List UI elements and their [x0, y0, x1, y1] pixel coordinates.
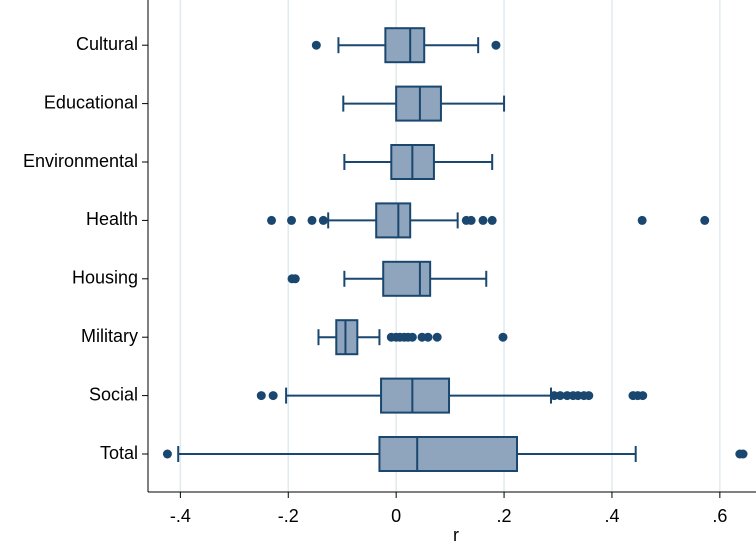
y-tick-label: Total — [100, 443, 138, 463]
y-tick-label: Military — [81, 326, 138, 346]
outlier — [498, 332, 508, 342]
outlier — [432, 332, 442, 342]
outlier — [555, 391, 565, 401]
box — [395, 85, 442, 122]
outlier — [290, 274, 300, 284]
outlier — [267, 215, 277, 225]
outlier — [466, 215, 476, 225]
outlier — [738, 449, 748, 459]
box — [380, 377, 451, 414]
y-tick-label: Housing — [72, 268, 138, 288]
y-tick-label: Cultural — [76, 34, 138, 54]
x-tick-label: -.4 — [170, 506, 191, 526]
outlier — [584, 391, 594, 401]
y-tick-label: Health — [86, 209, 138, 229]
outlier — [162, 449, 172, 459]
outlier — [491, 40, 501, 50]
box — [375, 202, 412, 239]
outlier — [637, 215, 647, 225]
x-tick-label: .6 — [712, 506, 727, 526]
outlier — [287, 215, 297, 225]
y-tick-label: Social — [89, 384, 138, 404]
x-tick-label: .4 — [604, 506, 619, 526]
outlier — [423, 332, 433, 342]
x-tick-label: 0 — [391, 506, 401, 526]
box — [378, 436, 519, 472]
outlier — [256, 391, 266, 401]
outlier — [407, 332, 417, 342]
outlier — [307, 215, 317, 225]
y-tick-label: Educational — [44, 92, 138, 112]
outlier — [487, 215, 497, 225]
outlier — [478, 215, 488, 225]
x-tick-label: .2 — [497, 506, 512, 526]
outlier — [700, 215, 710, 225]
box — [384, 27, 426, 64]
x-axis-label: r — [453, 525, 459, 545]
outlier — [318, 215, 328, 225]
y-tick-label: Environmental — [23, 151, 138, 171]
box — [335, 319, 359, 356]
x-tick-label: -.2 — [278, 506, 299, 526]
outlier — [268, 391, 278, 401]
outlier — [311, 40, 321, 50]
outlier — [638, 391, 648, 401]
box — [382, 260, 432, 297]
